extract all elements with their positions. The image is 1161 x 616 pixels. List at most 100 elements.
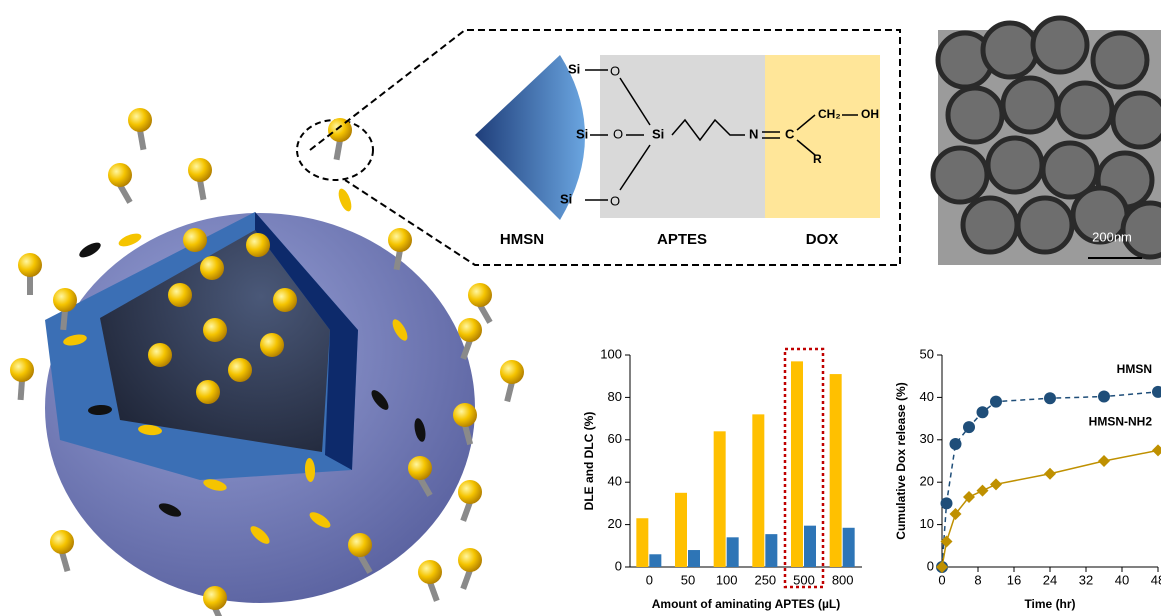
nanoparticle [1018, 198, 1072, 252]
nanoparticle [983, 23, 1037, 77]
nanoparticle [963, 198, 1017, 252]
x-tick-label: 40 [1115, 572, 1129, 587]
x-tick-label: 800 [832, 572, 854, 587]
drug-ball [418, 560, 442, 584]
figure: Si Si Si O O O Si N C CH₂ OH R HMSN APTE… [0, 0, 1161, 616]
dox-label: DOX [806, 231, 839, 248]
drug-ball [196, 380, 220, 404]
x-tick-label: 24 [1043, 572, 1057, 587]
nanoparticle-illustration [10, 108, 524, 616]
atom: CH₂ [818, 107, 841, 121]
y-tick-label: 20 [608, 516, 622, 531]
bar [804, 526, 816, 567]
drug-ball [168, 283, 192, 307]
pore-drug [336, 187, 354, 213]
drug-ball [148, 343, 172, 367]
drug-ball [18, 253, 42, 277]
drug-ball [50, 530, 74, 554]
nanoparticle [988, 138, 1042, 192]
y-tick-label: 0 [615, 558, 622, 573]
pore-drug [77, 240, 103, 261]
atom: C [785, 126, 795, 141]
series-label: HMSN [1117, 362, 1152, 376]
nanoparticle [1003, 78, 1057, 132]
atom: O [610, 193, 620, 208]
point [1152, 444, 1161, 456]
y-tick-label: 40 [608, 474, 622, 489]
drug-ball [128, 108, 152, 132]
aptes-label: APTES [657, 231, 707, 248]
drug-ball [408, 456, 432, 480]
y-tick-label: 50 [920, 346, 934, 361]
y-tick-label: 100 [600, 346, 622, 361]
nanoparticle [948, 88, 1002, 142]
drug-ball [188, 158, 212, 182]
x-tick-label: 100 [716, 572, 738, 587]
point [990, 478, 1002, 490]
drug-ball [388, 228, 412, 252]
y-tick-label: 0 [927, 558, 934, 573]
drug-ball [453, 403, 477, 427]
nanoparticle [1033, 18, 1087, 72]
drug-ball [458, 318, 482, 342]
nanoparticle [1058, 83, 1112, 137]
bar [752, 414, 764, 567]
drug-ball [203, 318, 227, 342]
drug-ball [200, 256, 224, 280]
point [990, 396, 1002, 408]
y-tick-label: 80 [608, 389, 622, 404]
drug-ball [458, 480, 482, 504]
drug-ball [203, 586, 227, 610]
y-tick-label: 60 [608, 431, 622, 446]
atom: OH [861, 107, 879, 121]
drug-ball [183, 228, 207, 252]
drug-ball [108, 163, 132, 187]
point [941, 497, 953, 509]
point [977, 485, 989, 497]
x-tick-label: 16 [1007, 572, 1021, 587]
bar [688, 550, 700, 567]
bar [765, 534, 777, 567]
series-label: HMSN-NH2 [1089, 415, 1153, 429]
x-tick-label: 250 [754, 572, 776, 587]
atom: Si [652, 126, 664, 141]
atom: R [813, 152, 822, 166]
bar [649, 554, 661, 567]
hmsn-label: HMSN [500, 231, 544, 248]
point [950, 438, 962, 450]
nanoparticle [1113, 93, 1161, 147]
atom: N [749, 126, 758, 141]
drug-ball [53, 288, 77, 312]
x-tick-label: 0 [646, 572, 653, 587]
bar [675, 493, 687, 567]
drug-ball [500, 360, 524, 384]
scale-label: 200nm [1092, 229, 1132, 244]
x-axis-label: Amount of aminating APTES (µL) [652, 597, 840, 611]
pore-drug [117, 231, 143, 249]
bar [727, 537, 739, 567]
y-axis-label: DLE and DLC (%) [582, 412, 596, 511]
y-tick-label: 10 [920, 516, 934, 531]
x-tick-label: 48 [1151, 572, 1161, 587]
point [1044, 468, 1056, 480]
atom: Si [568, 61, 580, 76]
drug-ball [328, 118, 352, 142]
atom: O [610, 63, 620, 78]
dox-box [765, 55, 880, 218]
y-tick-label: 40 [920, 389, 934, 404]
point [977, 406, 989, 418]
drug-ball [260, 333, 284, 357]
x-tick-label: 8 [974, 572, 981, 587]
drug-ball [228, 358, 252, 382]
nanoparticle [1093, 33, 1147, 87]
x-tick-label: 0 [938, 572, 945, 587]
atom: Si [576, 126, 588, 141]
tem-image [933, 18, 1161, 265]
point [1098, 455, 1110, 467]
drug-ball [348, 533, 372, 557]
y-axis-label: Cumulative Dox release (%) [894, 382, 908, 539]
drug-ball [246, 233, 270, 257]
x-tick-label: 50 [681, 572, 695, 587]
y-tick-label: 30 [920, 431, 934, 446]
nanoparticle [933, 148, 987, 202]
